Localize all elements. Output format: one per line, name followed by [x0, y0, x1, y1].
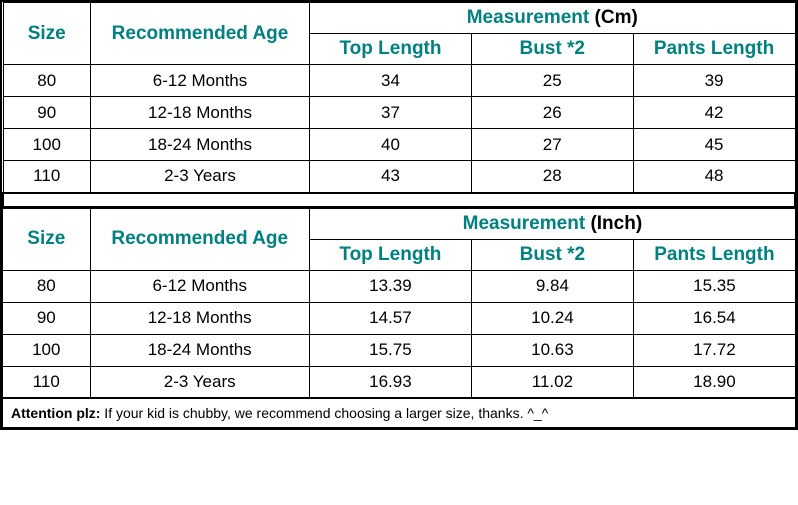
header-measurement: Measurement (Inch) [309, 208, 795, 239]
cell-top-length: 40 [310, 129, 472, 161]
cell-size: 100 [3, 334, 91, 366]
unit-cm: Cm [601, 7, 632, 28]
cell-size: 90 [3, 97, 90, 129]
cell-top-length: 15.75 [309, 334, 471, 366]
cell-bust: 10.24 [471, 302, 633, 334]
cell-size: 110 [3, 366, 91, 398]
attention-label: Attention plz: [11, 405, 100, 421]
cell-top-length: 34 [310, 65, 472, 97]
cell-age: 2-3 Years [90, 161, 309, 193]
header-top-length: Top Length [309, 239, 471, 270]
header-size: Size [3, 208, 91, 270]
cell-bust: 11.02 [471, 366, 633, 398]
cell-pants-length: 15.35 [633, 270, 795, 302]
table-row: 110 2-3 Years 16.93 11.02 18.90 [3, 366, 796, 398]
table-row: 100 18-24 Months 15.75 10.63 17.72 [3, 334, 796, 366]
table-header-row: Size Recommended Age Measurement (Inch) [3, 208, 796, 239]
attention-row: Attention plz: If your kid is chubby, we… [3, 398, 796, 428]
cell-size: 110 [3, 161, 90, 193]
attention-text: If your kid is chubby, we recommend choo… [100, 405, 548, 421]
cell-age: 2-3 Years [90, 366, 309, 398]
cell-top-length: 37 [310, 97, 472, 129]
unit-label: (Cm) [595, 7, 638, 28]
separator-row [3, 193, 795, 207]
cell-top-length: 13.39 [309, 270, 471, 302]
cell-bust: 9.84 [471, 270, 633, 302]
cell-pants-length: 16.54 [633, 302, 795, 334]
cell-size: 80 [3, 65, 90, 97]
cell-size: 80 [3, 270, 91, 302]
cell-age: 6-12 Months [90, 270, 309, 302]
table-row: 110 2-3 Years 43 28 48 [3, 161, 795, 193]
cell-age: 18-24 Months [90, 334, 309, 366]
cell-pants-length: 39 [633, 65, 795, 97]
cell-bust: 10.63 [471, 334, 633, 366]
header-pants-length: Pants Length [633, 239, 795, 270]
cell-bust: 26 [471, 97, 633, 129]
cell-bust: 25 [471, 65, 633, 97]
header-age: Recommended Age [90, 3, 309, 65]
cell-pants-length: 45 [633, 129, 795, 161]
table-row: 100 18-24 Months 40 27 45 [3, 129, 795, 161]
cell-age: 12-18 Months [90, 302, 309, 334]
table-header-row: Size Recommended Age Measurement (Cm) [3, 3, 795, 34]
cell-age: 18-24 Months [90, 129, 309, 161]
header-size: Size [3, 3, 90, 65]
cell-top-length: 43 [310, 161, 472, 193]
cell-bust: 28 [471, 161, 633, 193]
cell-pants-length: 48 [633, 161, 795, 193]
size-chart-container: Size Recommended Age Measurement (Cm) To… [0, 0, 798, 430]
unit-label: (Inch) [590, 213, 642, 234]
table-row: 90 12-18 Months 37 26 42 [3, 97, 795, 129]
cell-age: 6-12 Months [90, 65, 309, 97]
cell-size: 100 [3, 129, 90, 161]
header-age: Recommended Age [90, 208, 309, 270]
table-row: 80 6-12 Months 13.39 9.84 15.35 [3, 270, 796, 302]
header-bust: Bust *2 [471, 34, 633, 65]
measurement-label: Measurement [463, 213, 586, 234]
cell-top-length: 14.57 [309, 302, 471, 334]
cell-top-length: 16.93 [309, 366, 471, 398]
cell-bust: 27 [471, 129, 633, 161]
header-top-length: Top Length [310, 34, 472, 65]
cell-pants-length: 18.90 [633, 366, 795, 398]
table-row: 90 12-18 Months 14.57 10.24 16.54 [3, 302, 796, 334]
header-bust: Bust *2 [471, 239, 633, 270]
measurement-label: Measurement [467, 7, 590, 28]
header-pants-length: Pants Length [633, 34, 795, 65]
unit-inch: Inch [597, 213, 636, 234]
cell-size: 90 [3, 302, 91, 334]
size-table-inch: Size Recommended Age Measurement (Inch) … [2, 208, 796, 429]
cell-pants-length: 42 [633, 97, 795, 129]
cell-age: 12-18 Months [90, 97, 309, 129]
cell-pants-length: 17.72 [633, 334, 795, 366]
table-row: 80 6-12 Months 34 25 39 [3, 65, 795, 97]
header-measurement: Measurement (Cm) [310, 3, 795, 34]
size-table-cm: Size Recommended Age Measurement (Cm) To… [2, 2, 796, 208]
